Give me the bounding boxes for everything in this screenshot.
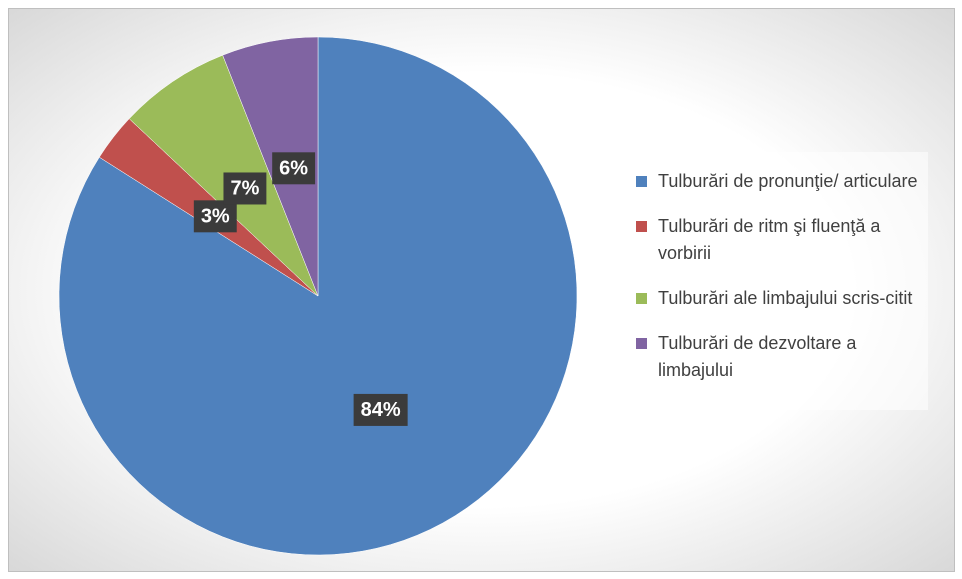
legend: Tulburări de pronunţie/ articulare Tulbur… xyxy=(628,152,928,410)
data-label-text: 3% xyxy=(201,205,230,227)
data-label: 84% xyxy=(353,393,408,426)
legend-item: Tulburări de ritm şi fluenţă a vorbirii xyxy=(636,213,928,267)
legend-swatch xyxy=(636,293,647,304)
data-label: 3% xyxy=(193,200,237,233)
legend-label: Tulburări de ritm şi fluenţă a vorbirii xyxy=(658,216,881,263)
legend-label: Tulburări ale limbajului scris-citit xyxy=(658,288,913,308)
legend-label: Tulburări de pronunţie/ articulare xyxy=(658,171,918,191)
legend-item: Tulburări ale limbajului scris-citit xyxy=(636,285,928,312)
pie-slice xyxy=(58,36,578,556)
data-label: 6% xyxy=(272,152,316,185)
legend-item: Tulburări de dezvoltare a limbajului xyxy=(636,330,928,384)
legend-swatch xyxy=(636,221,647,232)
pie-slice xyxy=(222,36,319,297)
data-label-box xyxy=(353,393,408,426)
data-label-text: 7% xyxy=(230,177,259,199)
data-label: 7% xyxy=(223,172,267,205)
legend-swatch xyxy=(636,338,647,349)
data-label-box xyxy=(193,200,237,233)
data-label-text: 84% xyxy=(361,399,401,421)
data-label-box xyxy=(223,172,267,205)
legend-item: Tulburări de pronunţie/ articulare xyxy=(636,168,928,195)
data-label-box xyxy=(272,152,316,185)
legend-label: Tulburări de dezvoltare a limbajului xyxy=(658,333,857,380)
legend-swatch xyxy=(636,176,647,187)
data-label-text: 6% xyxy=(279,157,308,179)
